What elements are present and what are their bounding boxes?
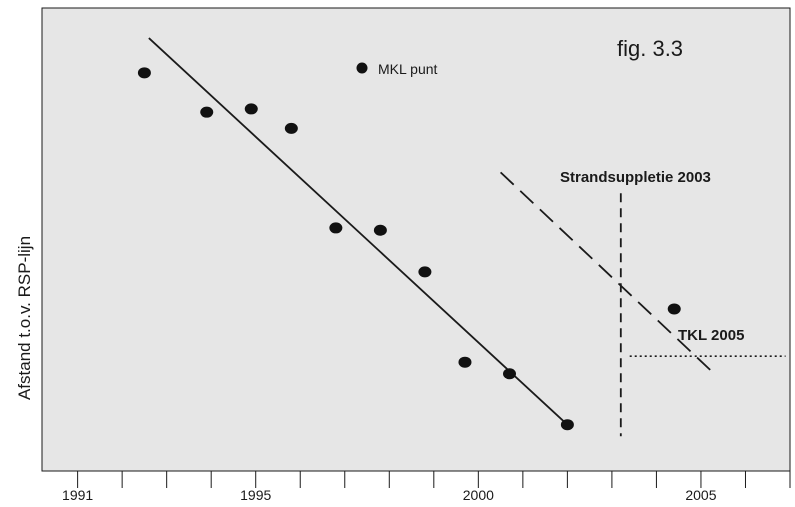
data-point (503, 368, 516, 380)
data-point (418, 266, 432, 278)
legend-label: MKL punt (378, 61, 438, 77)
annotation-strandsuppletie: Strandsuppletie 2003 (560, 169, 711, 186)
x-tick-label: 1995 (240, 487, 271, 503)
data-points (137, 67, 681, 431)
data-point (560, 419, 574, 431)
y-axis-label: Afstand t.o.v. RSP-lijn (15, 236, 34, 400)
x-tick-label: 2005 (685, 487, 716, 503)
annotation-tkl: TKL 2005 (678, 327, 744, 344)
data-point (137, 67, 151, 79)
data-point (329, 222, 343, 234)
plot-area (41, 7, 791, 472)
legend: MKL punt (356, 61, 438, 77)
data-point (284, 122, 298, 134)
annotation-lines (619, 193, 786, 437)
data-point (373, 224, 387, 236)
data-point (667, 303, 681, 315)
x-axis-ticks (77, 471, 791, 488)
trend-lines (148, 37, 715, 426)
x-axis-tick-labels: 1991 1995 2000 2005 (62, 487, 717, 503)
figure-label: fig. 3.3 (617, 36, 683, 61)
data-point (200, 106, 214, 118)
data-point (244, 103, 258, 115)
legend-marker (356, 62, 368, 74)
trend-line-solid (148, 37, 568, 426)
x-tick-label: 2000 (463, 487, 494, 503)
trend-line-dashed (499, 171, 715, 375)
data-point (458, 356, 472, 368)
x-tick-label: 1991 (62, 487, 93, 503)
